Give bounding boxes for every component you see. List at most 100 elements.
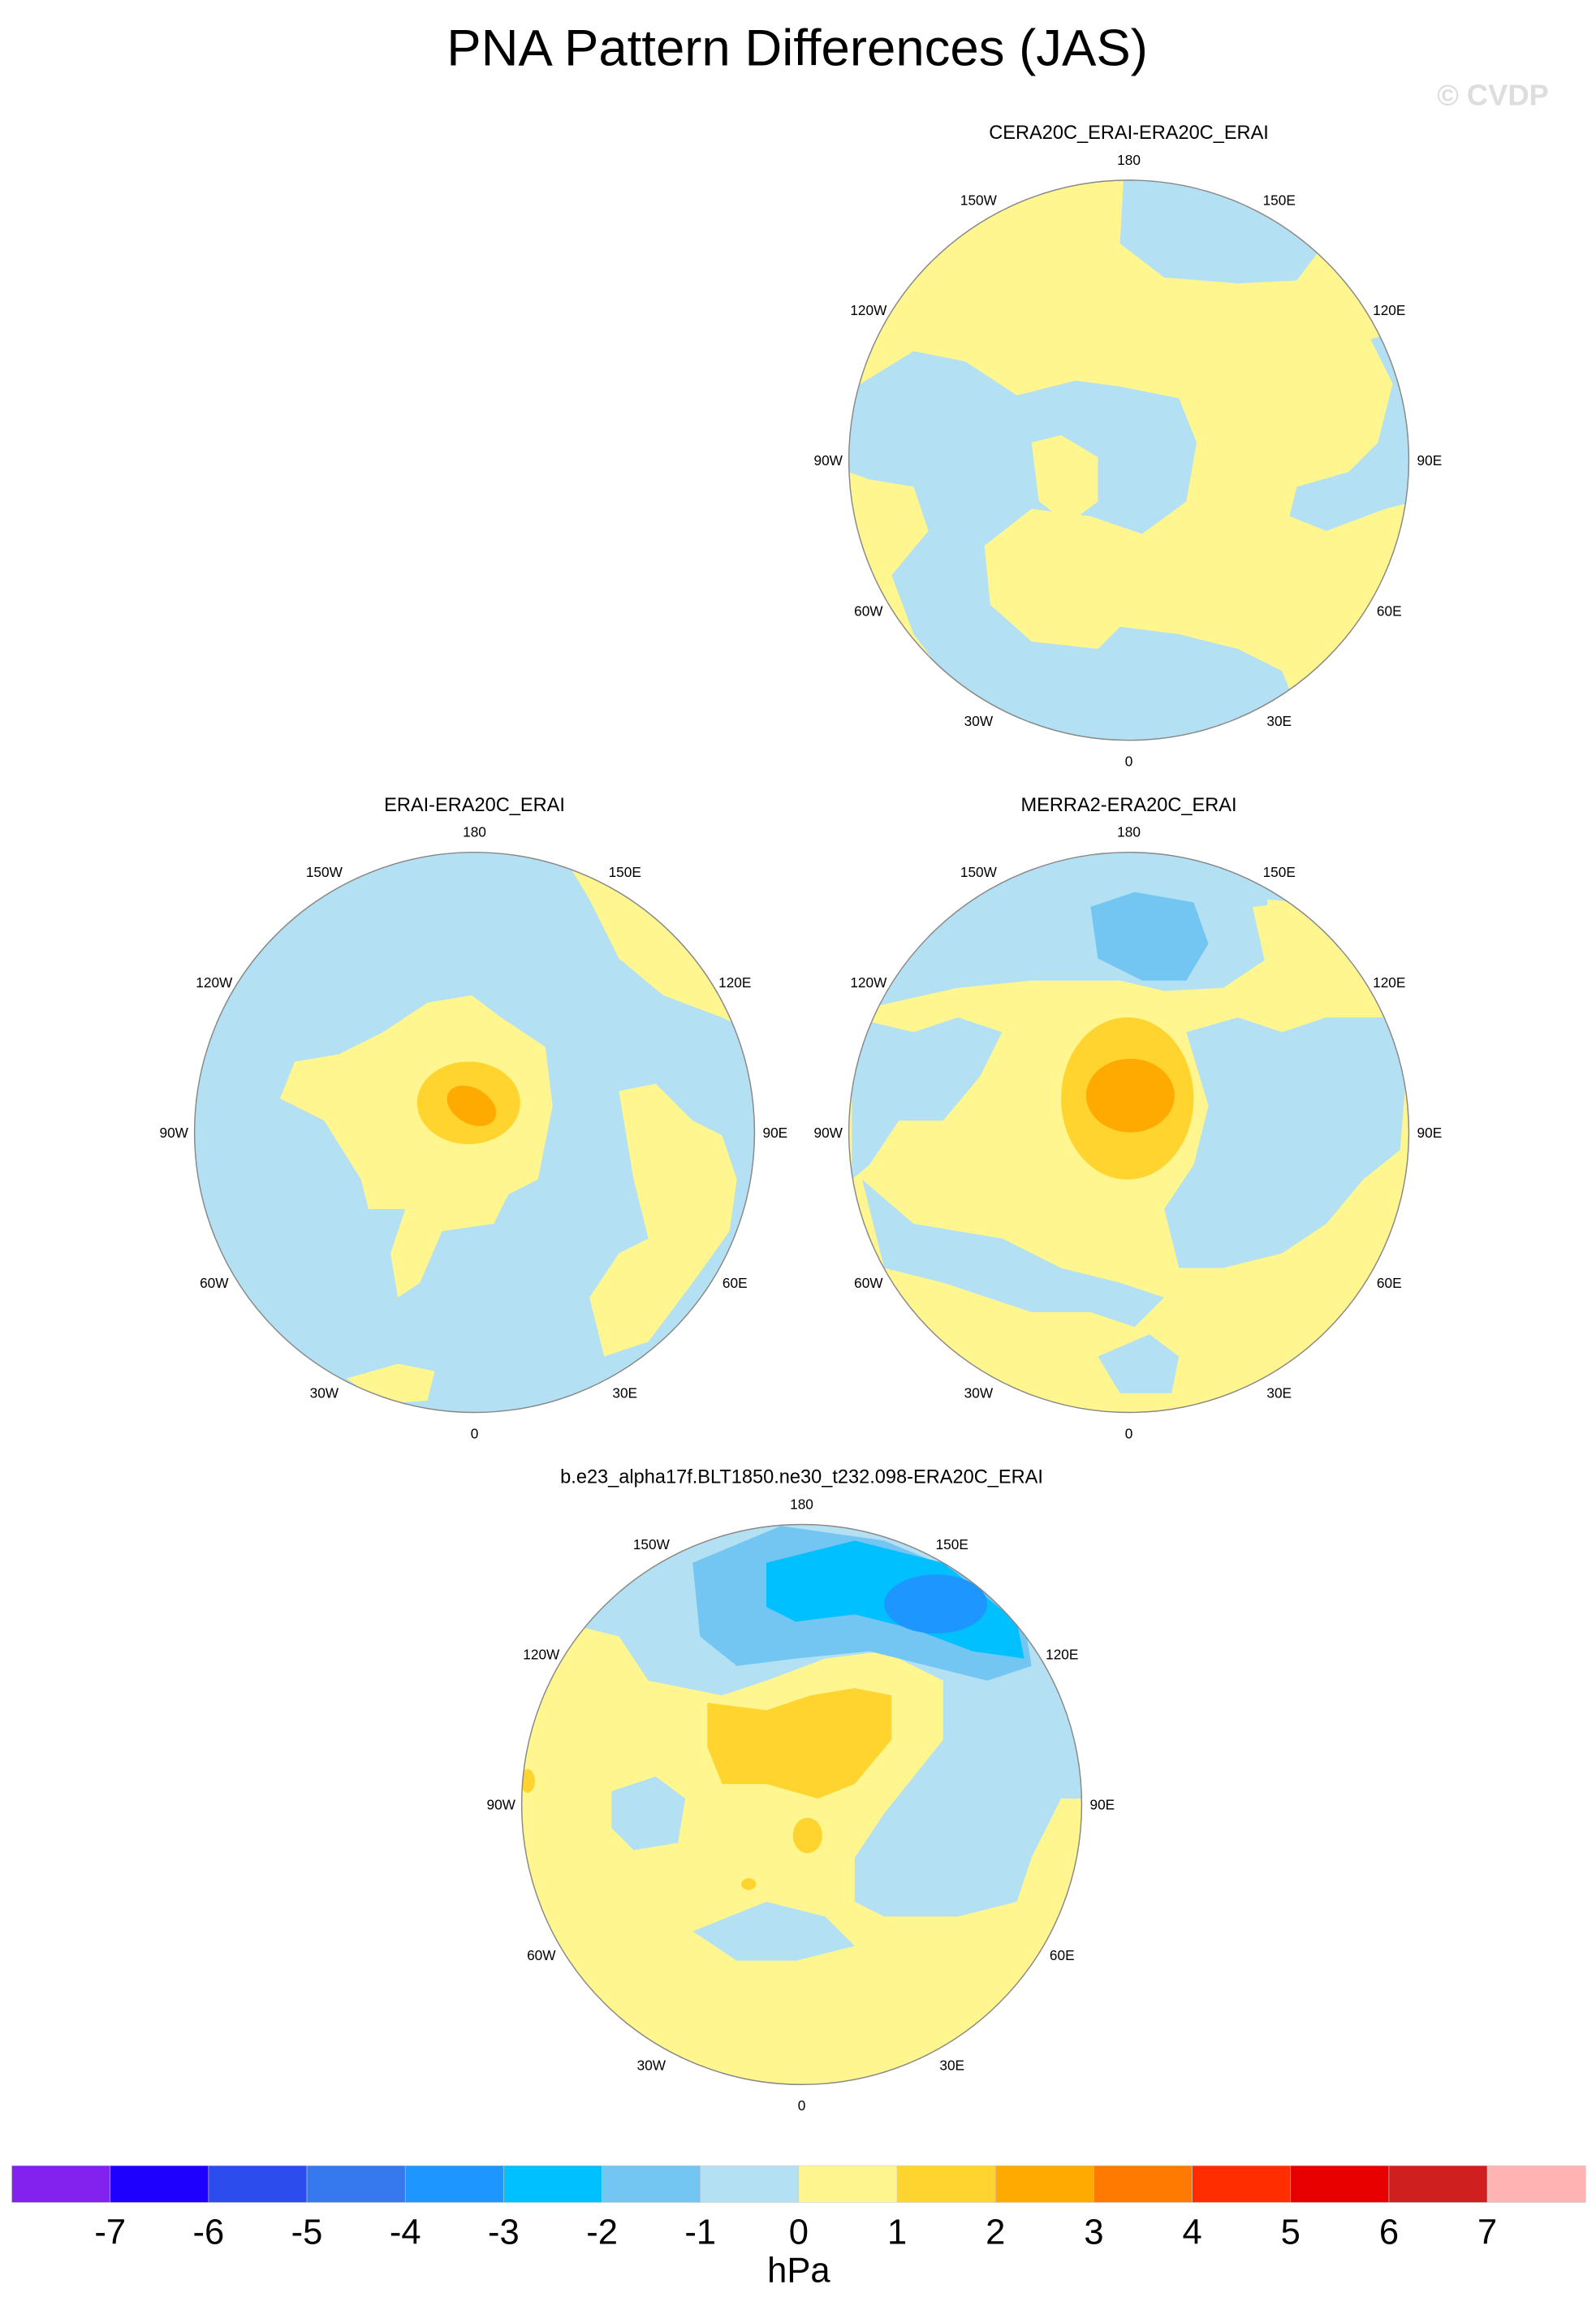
longitude-label: 60W	[854, 1275, 883, 1291]
negative-anomaly-region	[1119, 179, 1409, 283]
longitude-label: 120W	[850, 974, 887, 991]
longitude-label: 90W	[159, 1125, 188, 1141]
colorbar-tick-label: 2	[986, 2213, 1005, 2252]
longitude-label: 150W	[960, 192, 998, 208]
longitude-label: 30W	[964, 1385, 994, 1401]
longitude-label: 90W	[813, 452, 843, 469]
longitude-label: 90W	[486, 1797, 515, 1813]
longitude-label: 0	[1125, 1425, 1133, 1441]
longitude-label: 0	[1125, 753, 1133, 769]
colorbar-swatch	[503, 2165, 602, 2203]
longitude-label: 180	[1117, 152, 1141, 168]
longitude-label: 120E	[1046, 1647, 1078, 1663]
longitude-label: 120E	[718, 974, 751, 991]
colorbar-tick-label: -4	[390, 2213, 421, 2252]
colorbar-swatch	[11, 2165, 110, 2203]
longitude-label: 30W	[637, 2057, 666, 2073]
colorbar-tick-label: 7	[1477, 2213, 1497, 2252]
colorbar-tick-label: 5	[1281, 2213, 1301, 2252]
colorbar-swatch	[306, 2165, 406, 2203]
negative-anomaly-region	[692, 1902, 855, 1961]
colorbar-tick-label: -2	[586, 2213, 618, 2252]
colorbar-swatch	[798, 2165, 898, 2203]
longitude-label: 150W	[306, 864, 343, 880]
colorbar-tick-label: -3	[488, 2213, 520, 2252]
longitude-label: 60E	[1377, 1275, 1402, 1291]
longitude-label: 60W	[854, 602, 883, 619]
panel-title: b.e23_alpha17f.BLT1850.ne30_t232.098-ERA…	[560, 1466, 1043, 1488]
longitude-label: 150W	[633, 1536, 671, 1552]
longitude-label: 150E	[936, 1536, 968, 1552]
colorbar: -7 -6 -5 -4 -3 -2 -1 0 1 2 3 4 5 6 7	[11, 2165, 1586, 2252]
colorbar-swatch	[602, 2165, 701, 2203]
colorbar-tick-label: 3	[1084, 2213, 1103, 2252]
negative-anomaly-region	[1289, 324, 1409, 531]
longitude-label: 150E	[609, 864, 641, 880]
longitude-label: 180	[1117, 824, 1141, 840]
colorbar-tick-label: -7	[94, 2213, 126, 2252]
colorbar-tick-label: 0	[789, 2213, 809, 2252]
panel-title: CERA20C_ERAI-ERA20C_ERAI	[989, 122, 1269, 143]
colorbar-tick-label: -1	[684, 2213, 716, 2252]
longitude-label: 30E	[939, 2057, 964, 2073]
watermark: © CVDP	[1437, 78, 1549, 111]
colorbar-swatch	[1486, 2165, 1586, 2203]
longitude-label: 120W	[850, 302, 887, 318]
colorbar-tick-label: 1	[887, 2213, 907, 2252]
map-panel-model: b.e23_alpha17f.BLT1850.ne30_t232.098-ERA…	[486, 1466, 1115, 2114]
negative-anomaly-region	[611, 1776, 686, 1850]
longitude-label: 180	[790, 1496, 813, 1512]
longitude-label: 120E	[1373, 302, 1405, 318]
colorbar-tick-label: 6	[1379, 2213, 1399, 2252]
colorbar-swatch	[896, 2165, 996, 2203]
colorbar-tick-label: -6	[193, 2213, 225, 2252]
longitude-label: 90E	[1090, 1797, 1115, 1813]
colorbar-swatch	[1192, 2165, 1292, 2203]
negative-anomaly-region	[861, 1179, 1165, 1328]
longitude-label: 150E	[1263, 192, 1296, 208]
longitude-label: 90E	[1417, 1125, 1443, 1141]
colorbar-swatch	[700, 2165, 800, 2203]
longitude-label: 30W	[964, 713, 994, 729]
longitude-label: 90W	[813, 1125, 843, 1141]
colorbar-tick-label: 4	[1182, 2213, 1201, 2252]
map-panel-cera20c: CERA20C_ERAI-ERA20C_ERAI 180 150E 120E 90E 6…	[813, 122, 1442, 769]
longitude-label: 120W	[523, 1647, 560, 1663]
longitude-label: 30E	[612, 1385, 637, 1401]
longitude-label: 90E	[1417, 452, 1443, 469]
colorbar-swatch	[1093, 2165, 1193, 2203]
longitude-label: 120W	[196, 974, 233, 991]
figure-title: PNA Pattern Differences (JAS)	[446, 19, 1148, 76]
colorbar-swatch	[1290, 2165, 1390, 2203]
longitude-label: 30E	[1266, 1385, 1292, 1401]
longitude-label: 90E	[763, 1125, 788, 1141]
positive-anomaly-region	[346, 1363, 435, 1404]
map-panel-erai: ERAI-ERA20C_ERAI 180 150E 120E 90E 60E 30E 0 30…	[159, 794, 787, 1441]
positive-anomaly-region	[589, 1083, 737, 1357]
colorbar-swatch	[110, 2165, 209, 2203]
colorbar-swatch	[404, 2165, 504, 2203]
colorbar-swatch	[994, 2165, 1094, 2203]
panel-title: MERRA2-ERA20C_ERAI	[1021, 794, 1237, 815]
longitude-label: 180	[463, 824, 486, 840]
negative-anomaly-region	[852, 1017, 1003, 1180]
negative-anomaly-region	[848, 351, 1297, 741]
longitude-label: 120E	[1373, 974, 1405, 991]
negative-anomaly-region	[1098, 1334, 1180, 1393]
longitude-label: 30E	[1266, 713, 1292, 729]
longitude-label: 30W	[310, 1385, 339, 1401]
colorbar-tick-label: -5	[291, 2213, 323, 2252]
negative-anomaly-region	[1164, 1017, 1408, 1268]
longitude-label: 60W	[200, 1275, 229, 1291]
longitude-label: 0	[798, 2097, 806, 2114]
longitude-label: 150W	[960, 864, 998, 880]
longitude-label: 0	[471, 1425, 479, 1441]
colorbar-swatch	[1388, 2165, 1488, 2203]
longitude-label: 60E	[1050, 1947, 1075, 1963]
longitude-label: 60E	[1377, 602, 1402, 619]
panel-title: ERAI-ERA20C_ERAI	[384, 794, 565, 815]
longitude-label: 60E	[723, 1275, 748, 1291]
colorbar-swatch	[208, 2165, 308, 2203]
longitude-label: 150E	[1263, 864, 1296, 880]
